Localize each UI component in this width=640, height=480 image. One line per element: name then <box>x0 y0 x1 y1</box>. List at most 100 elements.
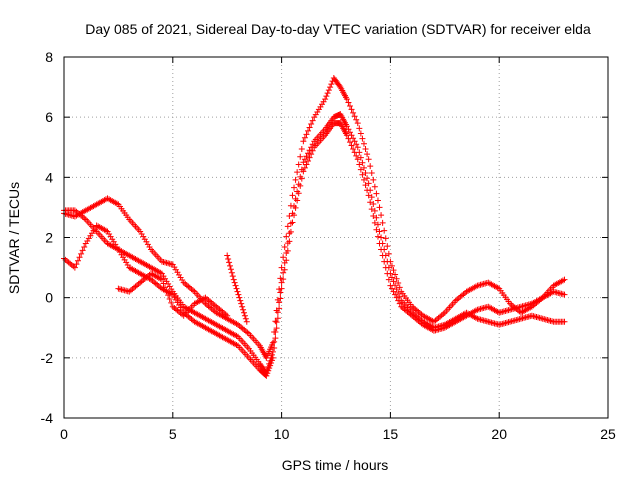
data-point <box>561 276 568 283</box>
data-point <box>289 219 296 226</box>
data-point <box>158 276 165 283</box>
data-point <box>268 351 275 358</box>
data-point <box>241 312 248 319</box>
data-point <box>269 354 276 361</box>
data-point <box>392 291 399 298</box>
data-point <box>284 223 291 230</box>
data-point <box>230 276 237 283</box>
y-tick-label: 8 <box>45 49 53 65</box>
data-point <box>324 90 331 97</box>
data-point <box>381 227 388 234</box>
data-point <box>308 121 315 128</box>
data-point <box>368 170 375 177</box>
data-point <box>370 213 377 220</box>
data-point <box>286 230 293 237</box>
data-point <box>360 164 367 171</box>
data-point <box>277 289 284 296</box>
data-point <box>281 266 288 273</box>
data-point <box>166 295 173 302</box>
data-point <box>388 262 395 269</box>
data-point <box>301 156 308 163</box>
data-point <box>73 261 80 268</box>
data-point <box>367 163 374 170</box>
data-point <box>384 270 391 277</box>
data-point <box>272 335 279 342</box>
data-point <box>300 159 307 166</box>
data-point <box>351 113 358 120</box>
data-point <box>291 212 298 219</box>
data-point <box>269 339 276 346</box>
data-point <box>276 286 283 293</box>
data-point <box>396 284 403 291</box>
data-point <box>308 151 315 158</box>
data-point <box>298 145 305 152</box>
data-point <box>301 134 308 141</box>
data-point <box>396 293 403 300</box>
data-point <box>78 250 85 257</box>
data-point <box>298 175 305 182</box>
data-point <box>229 273 236 280</box>
data-point <box>359 159 366 166</box>
data-point <box>360 140 367 147</box>
data-point <box>325 87 332 94</box>
data-point <box>351 138 358 145</box>
data-point <box>374 221 381 228</box>
y-tick-label: 0 <box>45 290 53 306</box>
data-point <box>237 297 244 304</box>
data-point <box>295 190 302 197</box>
data-point <box>345 135 352 142</box>
data-point <box>364 151 371 158</box>
data-point <box>395 297 402 304</box>
data-point <box>280 254 287 261</box>
data-point <box>353 116 360 123</box>
data-point <box>306 124 313 131</box>
data-point <box>371 183 378 190</box>
data-point <box>379 219 386 226</box>
data-point <box>273 319 280 326</box>
data-point <box>371 219 378 226</box>
data-point <box>357 154 364 161</box>
data-point <box>295 161 302 168</box>
data-point <box>357 166 364 173</box>
data-point <box>351 149 358 156</box>
data-point <box>233 285 240 292</box>
data-point <box>301 164 308 171</box>
series-track-e <box>224 252 250 325</box>
data-point <box>240 306 247 313</box>
data-point <box>292 176 299 183</box>
chart-title: Day 085 of 2021, Sidereal Day-to-day VTE… <box>85 21 591 37</box>
data-point <box>294 169 301 176</box>
data-point <box>292 204 299 211</box>
data-point <box>280 276 287 283</box>
data-point <box>165 292 172 299</box>
data-point <box>395 280 402 287</box>
data-point <box>264 370 271 377</box>
data-point <box>276 299 283 306</box>
data-point <box>373 226 380 233</box>
data-point <box>385 276 392 283</box>
data-point <box>243 318 250 325</box>
y-tick-label: 2 <box>45 230 53 246</box>
data-point <box>390 288 397 295</box>
data-point <box>303 153 310 160</box>
data-point <box>382 235 389 242</box>
data-point <box>382 264 389 271</box>
data-point <box>368 206 375 213</box>
data-point <box>365 180 372 187</box>
data-point <box>281 243 288 250</box>
data-point <box>227 266 234 273</box>
data-point <box>346 102 353 109</box>
data-point <box>240 309 247 316</box>
data-point <box>370 176 377 183</box>
data-point <box>284 247 291 254</box>
data-point <box>274 315 281 322</box>
data-point <box>309 147 316 154</box>
data-point <box>224 252 231 259</box>
data-point <box>81 243 88 250</box>
data-point <box>265 367 272 374</box>
data-point <box>266 365 273 372</box>
data-point <box>384 243 391 250</box>
data-point <box>287 202 294 209</box>
data-point <box>336 82 343 89</box>
data-point <box>357 130 364 137</box>
